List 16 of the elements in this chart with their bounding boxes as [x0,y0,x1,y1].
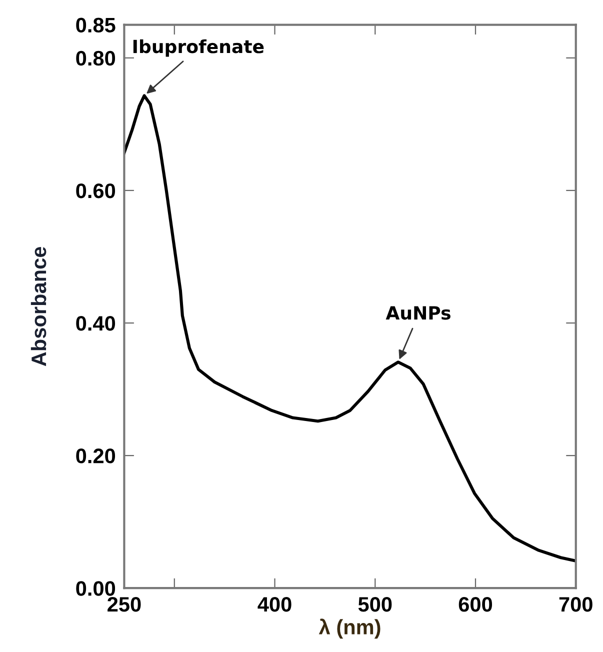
y-tick-label: 0.20 [76,448,116,464]
x-tick-label: 700 [559,596,592,612]
y-tick-label: 0.40 [76,316,116,331]
x-tick-label: 500 [358,596,392,612]
y-axis-title: Absorbance [30,246,46,366]
x-tick-label: 250 [108,596,141,612]
line-series [124,94,576,562]
y-tick-label: 0.00 [76,581,116,596]
y-tick-label: 0.80 [76,50,116,66]
x-axis-title: λ (nm) [318,618,380,639]
y-tick-label: 0.60 [76,183,116,198]
annotation: AuNPs [386,306,450,320]
y-tick-label: 0.85 [76,18,116,33]
x-tick-label: 400 [258,596,292,612]
x-tick-label: 600 [458,596,492,612]
annotation: Ibuprofenate [133,39,264,57]
